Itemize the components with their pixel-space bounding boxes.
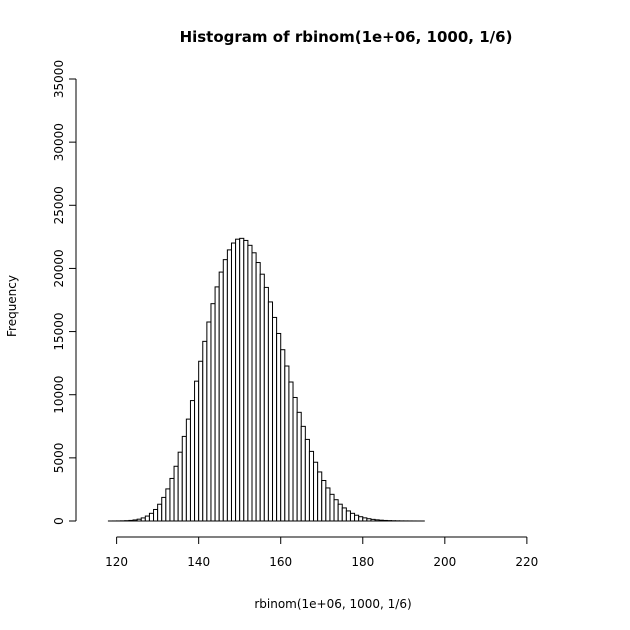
histogram-bar [181,435,187,522]
x-axis-ticks: 120 140 160 180 200 220 [105,537,538,569]
x-tick-label: 140 [187,555,210,569]
histogram-bar [128,519,134,522]
histogram-bar [153,508,159,522]
histogram-bar [378,519,384,522]
histogram-bar [226,249,232,522]
histogram-bar [325,487,331,522]
histogram-bar [366,518,372,522]
histogram-bar [313,461,319,522]
histogram-bar [263,286,269,522]
histogram-bar [382,519,388,522]
histogram-bar [317,471,323,522]
histogram-bars [107,237,425,522]
histogram-bar [354,514,360,522]
histogram-bar [358,516,364,522]
histogram-bar [161,496,167,522]
x-tick-label: 220 [515,555,538,569]
histogram-bar [284,365,290,522]
histogram-bar [189,400,196,522]
histogram-bar [296,411,302,522]
y-tick-label: 5000 [52,443,66,474]
histogram-bar [206,321,212,522]
histogram-bar [222,259,228,522]
histogram-bar [251,252,257,522]
histogram-bar [333,499,339,522]
histogram-bar [177,451,183,522]
y-axis-label: Frequency [5,275,19,337]
histogram-bar [132,519,138,522]
histogram-bar [259,273,265,522]
histogram-bar [194,380,200,522]
histogram-bar [292,396,298,522]
histogram-bar [165,488,171,522]
y-tick-label: 30000 [52,123,66,161]
histogram-bar [136,518,142,522]
chart-title: Histogram of rbinom(1e+06, 1000, 1/6) [180,28,513,46]
histogram-bar [267,301,274,522]
histogram-bar [288,381,294,522]
histogram-bar [337,503,343,522]
histogram-bar [218,271,224,522]
histogram-bar [349,512,356,522]
y-tick-label: 15000 [52,312,66,350]
histogram-bar [157,503,163,522]
histogram-bar [329,493,335,522]
histogram-bar [341,507,347,522]
histogram-bar [304,438,310,522]
histogram-bar [198,360,204,522]
histogram-bar [144,515,150,522]
histogram-bar [148,512,155,522]
histogram-bar [300,425,306,522]
x-tick-label: 180 [351,555,374,569]
histogram-bar [255,262,261,522]
histogram-bar [243,239,249,522]
x-tick-label: 200 [433,555,456,569]
histogram-bar [214,286,220,522]
histogram-bar [280,349,286,522]
histogram-bar [374,519,380,522]
y-tick-label: 0 [52,517,66,525]
histogram-bar [345,510,351,522]
y-tick-label: 10000 [52,376,66,414]
histogram-bar [308,450,315,522]
histogram-bar [202,340,208,522]
histogram-bar [247,244,253,522]
histogram-bar [272,316,278,522]
histogram-bar [140,517,146,522]
histogram-bar [321,480,327,522]
histogram-bar [185,418,191,522]
histogram-bar [173,465,179,522]
y-tick-label: 20000 [52,249,66,287]
histogram-bar [362,517,368,522]
histogram-bar [169,477,175,522]
histogram-bar [210,303,216,522]
histogram-bar [370,518,376,522]
y-tick-label: 25000 [52,186,66,224]
histogram-bar [239,237,245,522]
y-axis-ticks: 0 5000 10000 15000 20000 25000 30000 35000 [52,60,76,525]
x-tick-label: 160 [269,555,292,569]
histogram-bar [230,242,237,522]
histogram-bar [276,332,282,522]
x-tick-label: 120 [105,555,128,569]
x-axis-label: rbinom(1e+06, 1000, 1/6) [254,597,411,611]
y-tick-label: 35000 [52,60,66,98]
histogram-bar [235,238,241,522]
